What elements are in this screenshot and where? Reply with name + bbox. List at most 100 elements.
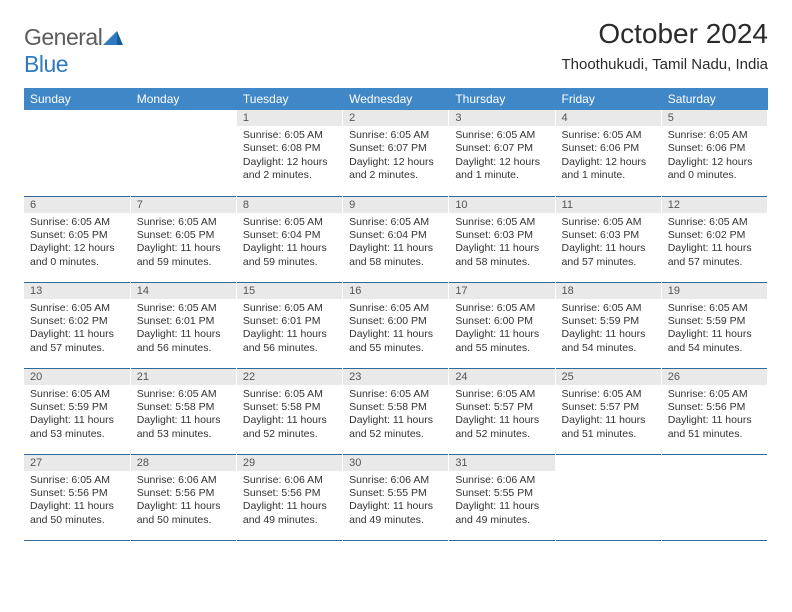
- calendar-empty: [24, 110, 130, 196]
- calendar-day: 4Sunrise: 6:05 AMSunset: 6:06 PMDaylight…: [555, 110, 661, 196]
- day-number: 11: [556, 197, 661, 213]
- calendar-day: 24Sunrise: 6:05 AMSunset: 5:57 PMDayligh…: [449, 368, 555, 454]
- calendar-day: 20Sunrise: 6:05 AMSunset: 5:59 PMDayligh…: [24, 368, 130, 454]
- day-number: 8: [237, 197, 342, 213]
- day-details: Sunrise: 6:06 AMSunset: 5:56 PMDaylight:…: [131, 471, 236, 530]
- calendar-day: 31Sunrise: 6:06 AMSunset: 5:55 PMDayligh…: [449, 454, 555, 540]
- calendar-week: 13Sunrise: 6:05 AMSunset: 6:02 PMDayligh…: [24, 282, 768, 368]
- day-details: Sunrise: 6:05 AMSunset: 6:00 PMDaylight:…: [449, 299, 554, 358]
- calendar-day: 23Sunrise: 6:05 AMSunset: 5:58 PMDayligh…: [343, 368, 449, 454]
- day-number: 7: [131, 197, 236, 213]
- day-details: Sunrise: 6:05 AMSunset: 5:57 PMDaylight:…: [449, 385, 554, 444]
- day-number: 18: [556, 283, 661, 299]
- day-details: Sunrise: 6:05 AMSunset: 6:05 PMDaylight:…: [131, 213, 236, 272]
- calendar-day: 18Sunrise: 6:05 AMSunset: 5:59 PMDayligh…: [555, 282, 661, 368]
- day-number: 9: [343, 197, 448, 213]
- day-number: 26: [662, 369, 767, 385]
- day-details: Sunrise: 6:05 AMSunset: 5:59 PMDaylight:…: [24, 385, 130, 444]
- day-number: 12: [662, 197, 767, 213]
- day-details: Sunrise: 6:05 AMSunset: 6:01 PMDaylight:…: [237, 299, 342, 358]
- day-number: 10: [449, 197, 554, 213]
- day-details: Sunrise: 6:05 AMSunset: 6:06 PMDaylight:…: [662, 126, 767, 185]
- weekday-header: Friday: [555, 88, 661, 110]
- day-details: Sunrise: 6:05 AMSunset: 5:58 PMDaylight:…: [131, 385, 236, 444]
- calendar-empty: [661, 454, 767, 540]
- calendar-day: 2Sunrise: 6:05 AMSunset: 6:07 PMDaylight…: [343, 110, 449, 196]
- day-number: 2: [343, 110, 448, 126]
- calendar-day: 28Sunrise: 6:06 AMSunset: 5:56 PMDayligh…: [130, 454, 236, 540]
- calendar-week: 6Sunrise: 6:05 AMSunset: 6:05 PMDaylight…: [24, 196, 768, 282]
- day-details: Sunrise: 6:05 AMSunset: 6:04 PMDaylight:…: [237, 213, 342, 272]
- calendar-day: 26Sunrise: 6:05 AMSunset: 5:56 PMDayligh…: [661, 368, 767, 454]
- logo-text: GeneralBlue: [24, 24, 123, 78]
- calendar-day: 1Sunrise: 6:05 AMSunset: 6:08 PMDaylight…: [236, 110, 342, 196]
- weekday-header: Tuesday: [236, 88, 342, 110]
- day-number: 15: [237, 283, 342, 299]
- day-number: 5: [662, 110, 767, 126]
- calendar-day: 17Sunrise: 6:05 AMSunset: 6:00 PMDayligh…: [449, 282, 555, 368]
- day-number: 17: [449, 283, 554, 299]
- calendar-day: 21Sunrise: 6:05 AMSunset: 5:58 PMDayligh…: [130, 368, 236, 454]
- day-details: Sunrise: 6:05 AMSunset: 6:04 PMDaylight:…: [343, 213, 448, 272]
- location: Thoothukudi, Tamil Nadu, India: [561, 56, 768, 73]
- calendar-day: 30Sunrise: 6:06 AMSunset: 5:55 PMDayligh…: [343, 454, 449, 540]
- day-details: Sunrise: 6:05 AMSunset: 6:07 PMDaylight:…: [449, 126, 554, 185]
- day-number: 21: [131, 369, 236, 385]
- calendar-day: 27Sunrise: 6:05 AMSunset: 5:56 PMDayligh…: [24, 454, 130, 540]
- calendar-day: 6Sunrise: 6:05 AMSunset: 6:05 PMDaylight…: [24, 196, 130, 282]
- day-number: 6: [24, 197, 130, 213]
- calendar-day: 15Sunrise: 6:05 AMSunset: 6:01 PMDayligh…: [236, 282, 342, 368]
- day-number: 25: [556, 369, 661, 385]
- calendar-empty: [555, 454, 661, 540]
- day-details: Sunrise: 6:05 AMSunset: 5:58 PMDaylight:…: [237, 385, 342, 444]
- day-details: Sunrise: 6:05 AMSunset: 5:57 PMDaylight:…: [556, 385, 661, 444]
- day-details: Sunrise: 6:05 AMSunset: 5:59 PMDaylight:…: [556, 299, 661, 358]
- calendar-day: 14Sunrise: 6:05 AMSunset: 6:01 PMDayligh…: [130, 282, 236, 368]
- day-details: Sunrise: 6:05 AMSunset: 6:08 PMDaylight:…: [237, 126, 342, 185]
- weekday-header: Sunday: [24, 88, 130, 110]
- day-details: Sunrise: 6:05 AMSunset: 6:05 PMDaylight:…: [24, 213, 130, 272]
- calendar-page: GeneralBlue October 2024 Thoothukudi, Ta…: [0, 0, 792, 541]
- day-number: 27: [24, 455, 130, 471]
- calendar-week: 20Sunrise: 6:05 AMSunset: 5:59 PMDayligh…: [24, 368, 768, 454]
- day-number: 28: [131, 455, 236, 471]
- day-details: Sunrise: 6:05 AMSunset: 6:01 PMDaylight:…: [131, 299, 236, 358]
- day-details: Sunrise: 6:05 AMSunset: 6:00 PMDaylight:…: [343, 299, 448, 358]
- day-details: Sunrise: 6:05 AMSunset: 6:06 PMDaylight:…: [556, 126, 661, 185]
- day-number: 24: [449, 369, 554, 385]
- day-details: Sunrise: 6:05 AMSunset: 6:03 PMDaylight:…: [556, 213, 661, 272]
- day-details: Sunrise: 6:06 AMSunset: 5:56 PMDaylight:…: [237, 471, 342, 530]
- calendar-day: 22Sunrise: 6:05 AMSunset: 5:58 PMDayligh…: [236, 368, 342, 454]
- day-number: 22: [237, 369, 342, 385]
- day-number: 31: [449, 455, 554, 471]
- day-number: 20: [24, 369, 130, 385]
- logo-part2: Blue: [24, 51, 68, 77]
- day-number: 4: [556, 110, 661, 126]
- logo-triangle-icon: [103, 27, 123, 45]
- calendar-day: 10Sunrise: 6:05 AMSunset: 6:03 PMDayligh…: [449, 196, 555, 282]
- calendar-header: SundayMondayTuesdayWednesdayThursdayFrid…: [24, 88, 768, 110]
- calendar-day: 5Sunrise: 6:05 AMSunset: 6:06 PMDaylight…: [661, 110, 767, 196]
- calendar-day: 8Sunrise: 6:05 AMSunset: 6:04 PMDaylight…: [236, 196, 342, 282]
- calendar-day: 13Sunrise: 6:05 AMSunset: 6:02 PMDayligh…: [24, 282, 130, 368]
- weekday-header: Wednesday: [343, 88, 449, 110]
- day-details: Sunrise: 6:05 AMSunset: 5:56 PMDaylight:…: [24, 471, 130, 530]
- day-number: 1: [237, 110, 342, 126]
- weekday-header: Saturday: [661, 88, 767, 110]
- day-details: Sunrise: 6:05 AMSunset: 5:59 PMDaylight:…: [662, 299, 767, 358]
- logo: GeneralBlue: [24, 24, 123, 78]
- title-block: October 2024 Thoothukudi, Tamil Nadu, In…: [561, 18, 768, 73]
- calendar-day: 11Sunrise: 6:05 AMSunset: 6:03 PMDayligh…: [555, 196, 661, 282]
- day-number: 19: [662, 283, 767, 299]
- header-row: GeneralBlue October 2024 Thoothukudi, Ta…: [24, 18, 768, 78]
- calendar-day: 25Sunrise: 6:05 AMSunset: 5:57 PMDayligh…: [555, 368, 661, 454]
- calendar-day: 3Sunrise: 6:05 AMSunset: 6:07 PMDaylight…: [449, 110, 555, 196]
- weekday-header: Thursday: [449, 88, 555, 110]
- calendar-day: 16Sunrise: 6:05 AMSunset: 6:00 PMDayligh…: [343, 282, 449, 368]
- calendar-week: 27Sunrise: 6:05 AMSunset: 5:56 PMDayligh…: [24, 454, 768, 540]
- calendar-week: 1Sunrise: 6:05 AMSunset: 6:08 PMDaylight…: [24, 110, 768, 196]
- day-details: Sunrise: 6:05 AMSunset: 6:02 PMDaylight:…: [24, 299, 130, 358]
- day-details: Sunrise: 6:05 AMSunset: 6:02 PMDaylight:…: [662, 213, 767, 272]
- month-title: October 2024: [561, 18, 768, 50]
- day-number: 3: [449, 110, 554, 126]
